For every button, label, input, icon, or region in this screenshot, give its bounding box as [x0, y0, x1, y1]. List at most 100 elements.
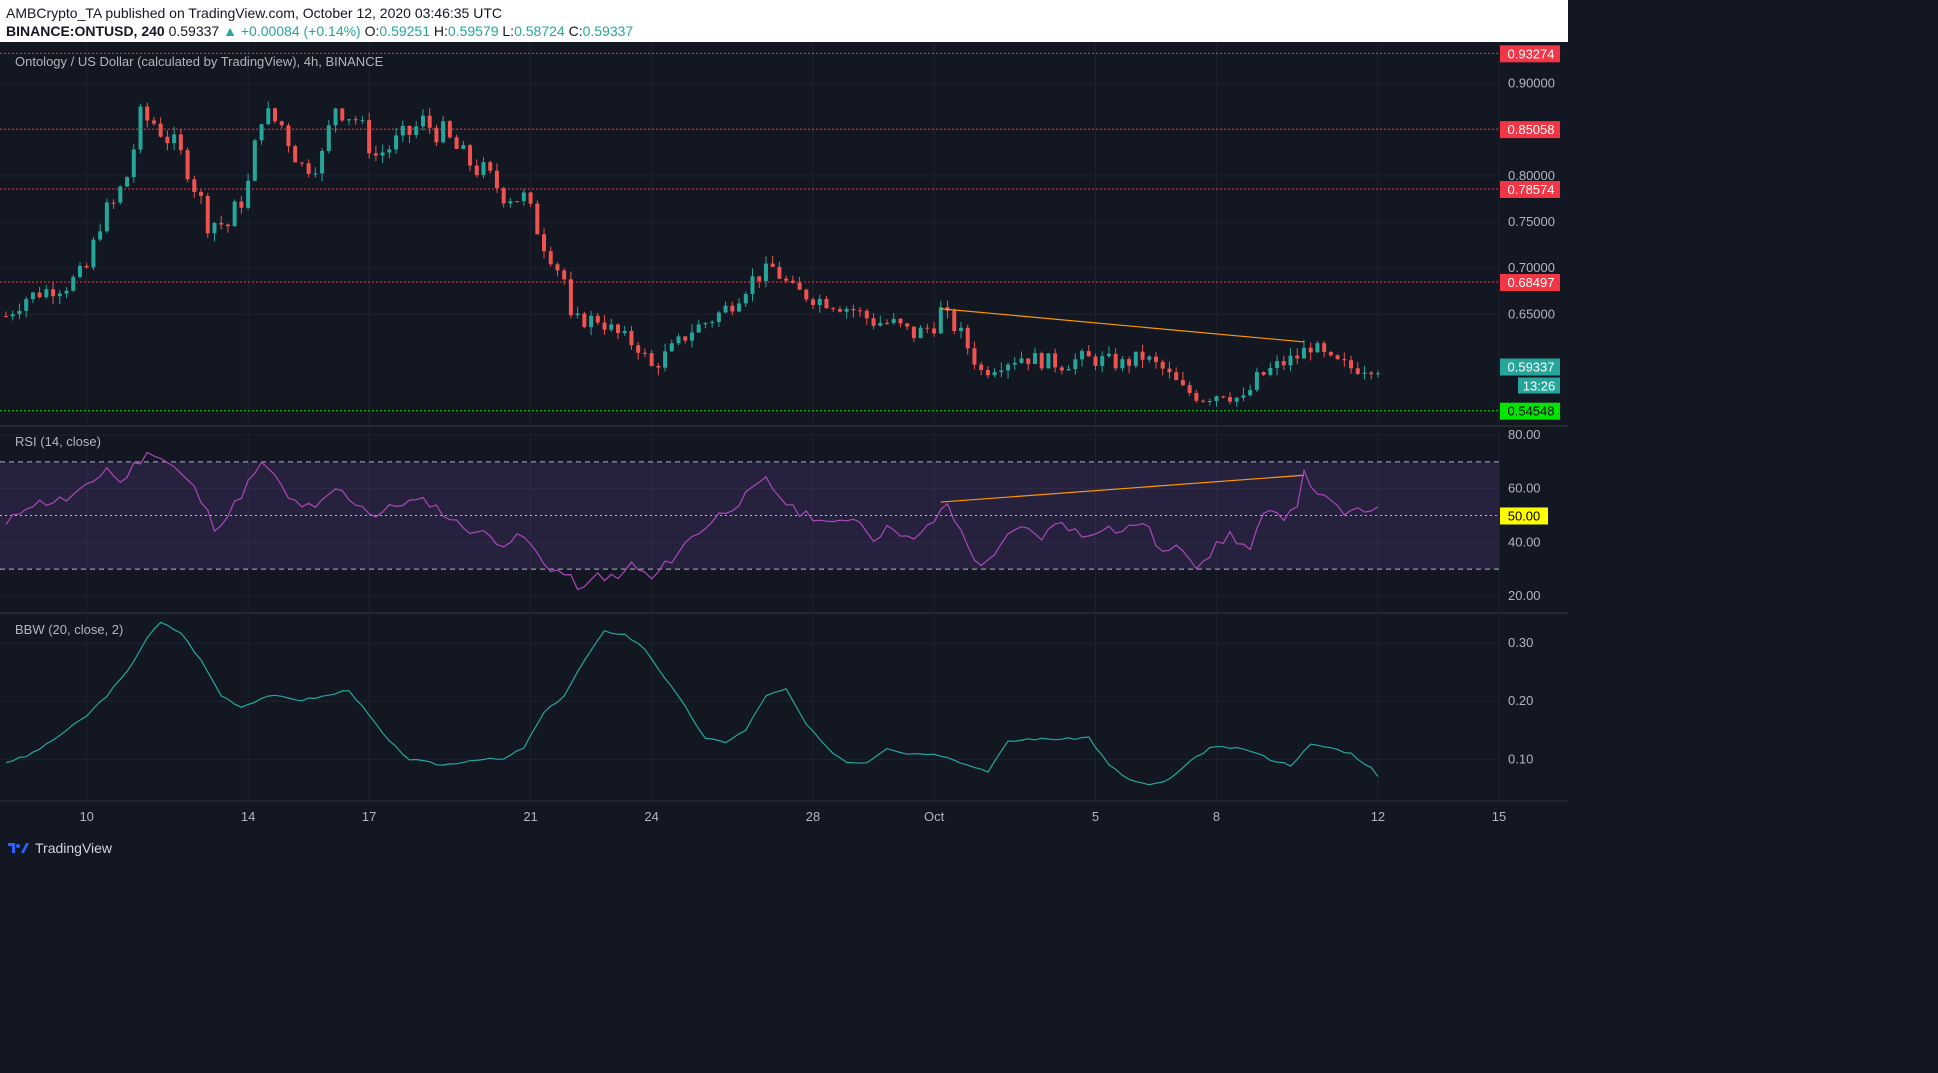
- countdown-label: 13:26: [1518, 377, 1560, 394]
- current-price-label[interactable]: 0.59337: [1500, 358, 1560, 376]
- candle-body: [1080, 351, 1085, 360]
- chart-canvas[interactable]: 0.650000.700000.750000.800000.850000.900…: [0, 42, 1568, 868]
- time-axis[interactable]: 10 14 17 21 24 28 Oct 5 8 12 15: [79, 809, 1506, 824]
- candle: [1349, 355, 1354, 374]
- candle: [528, 191, 533, 207]
- candle-body: [212, 222, 217, 234]
- candle-body: [1180, 380, 1185, 386]
- candle-body: [784, 278, 789, 281]
- candle-body: [165, 136, 170, 144]
- resistance-level-label[interactable]: 0.85058: [1500, 121, 1560, 139]
- candle: [730, 301, 735, 316]
- candle: [703, 321, 708, 329]
- candle-body: [1301, 347, 1306, 359]
- candle-body: [346, 119, 351, 121]
- candle: [192, 175, 197, 198]
- candle: [299, 161, 304, 167]
- candle: [91, 236, 96, 271]
- candle-body: [1207, 400, 1212, 402]
- candle: [891, 313, 896, 325]
- candle: [353, 116, 358, 125]
- candle-body: [57, 293, 62, 297]
- candle-body: [24, 299, 29, 311]
- candle: [837, 306, 842, 313]
- candle: [1295, 348, 1300, 365]
- candle: [1201, 399, 1206, 403]
- candle-body: [804, 289, 809, 300]
- candle-body: [555, 264, 560, 271]
- candle: [985, 366, 990, 379]
- candle: [1315, 340, 1320, 353]
- candle-body: [898, 318, 903, 324]
- candle-body: [1248, 389, 1253, 396]
- low-label: L:: [502, 23, 515, 39]
- candle: [885, 319, 890, 325]
- candle-body: [1322, 343, 1327, 352]
- candle-body: [918, 327, 923, 339]
- candle-body: [1154, 356, 1159, 362]
- candle-body: [723, 305, 728, 313]
- candle-body: [205, 195, 210, 234]
- candle-body: [1113, 353, 1118, 369]
- candle: [104, 198, 109, 234]
- candle: [965, 324, 970, 355]
- candle-body: [1335, 355, 1340, 360]
- candle-body: [750, 276, 755, 295]
- rsi-tick-label: 40.00: [1508, 534, 1541, 549]
- candle-body: [965, 327, 970, 349]
- candle: [642, 348, 647, 358]
- candle-body: [629, 330, 634, 346]
- candle: [57, 289, 62, 305]
- candle: [784, 275, 789, 284]
- candle: [219, 215, 224, 230]
- candle-body: [1328, 351, 1333, 356]
- candle: [1012, 356, 1017, 370]
- candle-body: [730, 305, 735, 312]
- candle-body: [91, 239, 96, 268]
- candle-body: [30, 292, 35, 300]
- time-axis-label: 21: [523, 809, 537, 824]
- candle-body: [683, 336, 688, 341]
- candle-body: [488, 162, 493, 171]
- candle: [481, 157, 486, 179]
- candle: [770, 255, 775, 268]
- candle: [1093, 353, 1098, 371]
- resistance-level-label[interactable]: 0.93274: [1500, 45, 1560, 63]
- candle-body: [1167, 368, 1172, 373]
- candle-body: [763, 263, 768, 282]
- up-arrow-icon: ▲: [223, 23, 237, 39]
- candle: [165, 130, 170, 151]
- candle: [609, 318, 614, 333]
- candle: [1160, 359, 1165, 376]
- candle-body: [266, 108, 271, 125]
- candle-body: [64, 290, 69, 294]
- candle-body: [192, 179, 197, 193]
- candle: [1369, 370, 1374, 380]
- candle: [649, 349, 654, 367]
- candle-body: [757, 276, 762, 282]
- support-level-label[interactable]: 0.54548: [1500, 402, 1560, 420]
- candle: [293, 144, 298, 163]
- candle: [1234, 397, 1239, 407]
- candle-body: [286, 125, 291, 147]
- price-tick-label: 0.80000: [1508, 168, 1555, 183]
- rsi-trendline: [940, 474, 1305, 503]
- candle: [1335, 354, 1340, 361]
- resistance-level-label[interactable]: 0.68497: [1500, 273, 1560, 291]
- tradingview-logo[interactable]: TradingView: [8, 840, 112, 856]
- candle-body: [1059, 367, 1064, 371]
- resistance-level-label[interactable]: 0.78574: [1500, 180, 1560, 198]
- horizontal-levels: [0, 52, 1499, 412]
- candle: [10, 310, 15, 321]
- candle: [1227, 392, 1232, 405]
- candle-body: [521, 192, 526, 202]
- high-label: H:: [433, 23, 448, 39]
- candle: [723, 301, 728, 314]
- resistance-level-label-bg: [1500, 273, 1560, 291]
- candle-body: [1127, 359, 1132, 366]
- candle-body: [313, 173, 318, 175]
- candle: [239, 195, 244, 214]
- last-price: 0.59337: [168, 23, 220, 39]
- candle-body: [1342, 359, 1347, 361]
- price-axis[interactable]: 0.650000.700000.750000.800000.850000.900…: [1500, 45, 1560, 766]
